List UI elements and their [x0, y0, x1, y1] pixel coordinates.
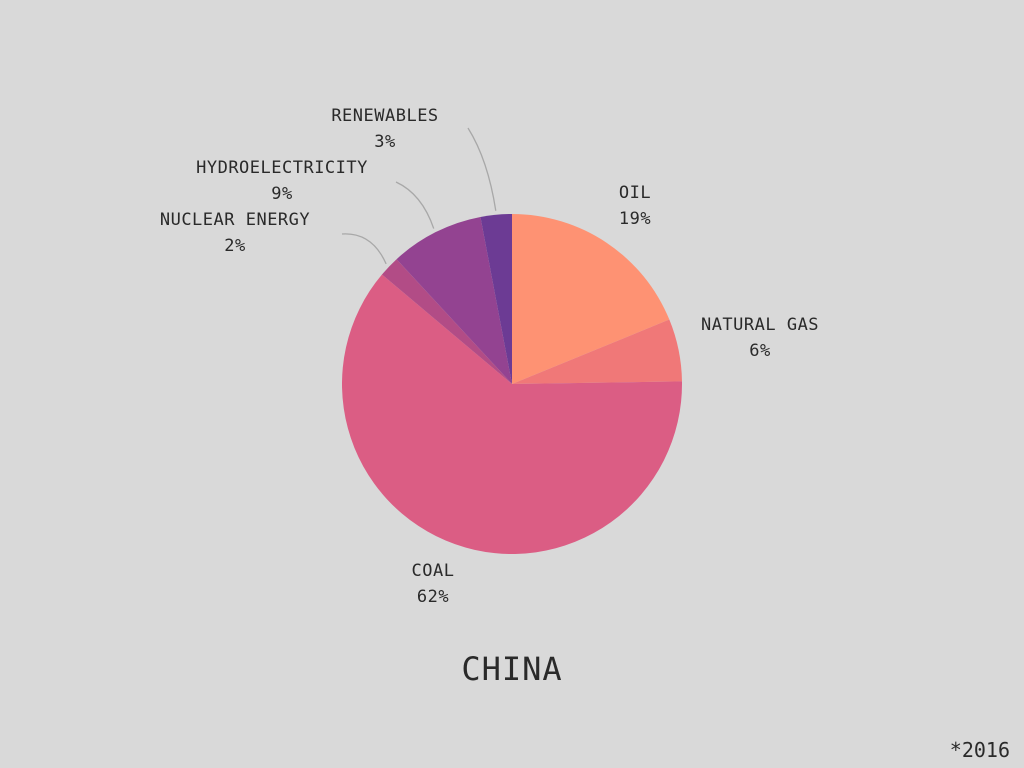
slice-nuclear-energy: [381, 259, 512, 384]
slice-renewables: [480, 214, 512, 384]
slice-natural-gas: [512, 319, 682, 384]
slice-label-natural-gas: NATURAL GAS 6%: [690, 312, 830, 364]
slice-label-hydroelectricity-name: HYDROELECTRICITY: [196, 158, 368, 178]
slice-label-natural-gas-name: NATURAL GAS: [700, 315, 820, 335]
slice-label-natural-gas-value: 6%: [749, 341, 771, 361]
slice-coal: [342, 274, 682, 554]
leader-line-nuclear-energy: [341, 233, 387, 265]
slice-label-coal: COAL 62%: [393, 558, 473, 610]
pie-slices: [342, 214, 682, 554]
slice-label-coal-value: 62%: [416, 587, 450, 607]
slice-label-renewables-value: 3%: [374, 132, 396, 152]
slice-label-oil-value: 19%: [618, 209, 652, 229]
leader-line-hydroelectricity: [395, 181, 435, 229]
slice-label-renewables-name: RENEWABLES: [331, 106, 439, 126]
leader-line-renewables: [467, 127, 497, 211]
slice-label-renewables: RENEWABLES 3%: [310, 103, 460, 155]
slice-oil: [512, 214, 670, 384]
chart-title: CHINA: [461, 650, 563, 688]
footnote: *2016: [949, 738, 1010, 762]
slice-label-oil: OIL 19%: [600, 180, 670, 232]
slice-label-nuclear-energy-value: 2%: [224, 236, 246, 256]
slice-hydroelectricity: [396, 216, 512, 384]
slice-label-coal-name: COAL: [411, 561, 455, 581]
slice-label-nuclear-energy: NUCLEAR ENERGY 2%: [140, 207, 330, 259]
slice-label-hydroelectricity: HYDROELECTRICITY 9%: [180, 155, 384, 207]
slice-label-nuclear-energy-name: NUCLEAR ENERGY: [159, 210, 311, 230]
leader-lines: [341, 127, 497, 265]
slice-label-hydroelectricity-value: 9%: [271, 184, 293, 204]
slice-label-oil-name: OIL: [618, 183, 652, 203]
